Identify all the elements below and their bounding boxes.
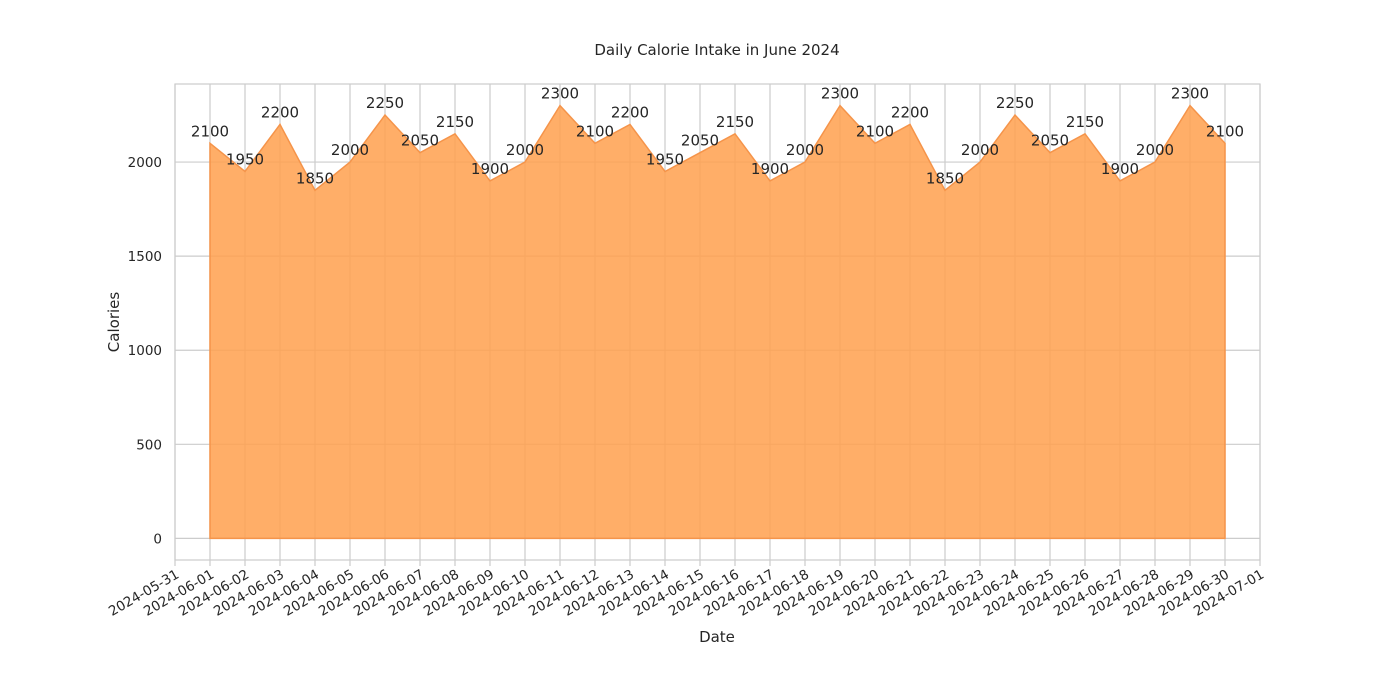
data-label: 2200 xyxy=(261,103,299,121)
data-label: 1850 xyxy=(926,169,964,187)
data-label: 2000 xyxy=(961,141,999,159)
data-label: 1850 xyxy=(296,169,334,187)
data-label: 2050 xyxy=(401,132,439,150)
data-label: 2250 xyxy=(366,94,404,112)
data-label: 2100 xyxy=(856,122,894,140)
data-label: 1900 xyxy=(1101,160,1139,178)
data-label: 2000 xyxy=(506,141,544,159)
data-label: 1950 xyxy=(646,150,684,168)
plot-frame xyxy=(174,83,1261,561)
data-label: 1950 xyxy=(226,150,264,168)
data-label: 1900 xyxy=(471,160,509,178)
data-label: 2000 xyxy=(786,141,824,159)
calorie-area xyxy=(209,104,1226,540)
y-tick-label: 500 xyxy=(136,437,162,453)
data-label: 2050 xyxy=(1031,132,1069,150)
data-label: 2000 xyxy=(1136,141,1174,159)
y-tick-label: 2000 xyxy=(128,155,162,171)
data-label: 2200 xyxy=(891,103,929,121)
x-axis-label: Date xyxy=(699,628,735,646)
data-label: 2000 xyxy=(331,141,369,159)
data-label: 2200 xyxy=(611,103,649,121)
data-label: 2150 xyxy=(436,113,474,131)
data-label: 2100 xyxy=(1206,122,1244,140)
data-label: 2250 xyxy=(996,94,1034,112)
plot-border xyxy=(174,83,1261,561)
data-labels: 2100195022001850200022502050215019002000… xyxy=(191,85,1244,188)
data-label: 2150 xyxy=(1066,113,1104,131)
data-label: 2150 xyxy=(716,113,754,131)
data-label: 2300 xyxy=(1171,85,1209,103)
y-tick-label: 0 xyxy=(153,531,162,547)
y-tick-label: 1500 xyxy=(128,249,162,265)
y-tick-label: 1000 xyxy=(128,343,162,359)
area-series xyxy=(209,104,1226,540)
y-axis-label: Calories xyxy=(105,292,123,353)
data-label: 2300 xyxy=(541,85,579,103)
chart-title: Daily Calorie Intake in June 2024 xyxy=(594,41,839,59)
data-label: 2050 xyxy=(681,132,719,150)
data-label: 2100 xyxy=(576,122,614,140)
data-label: 1900 xyxy=(751,160,789,178)
data-label: 2100 xyxy=(191,122,229,140)
data-label: 2300 xyxy=(821,85,859,103)
